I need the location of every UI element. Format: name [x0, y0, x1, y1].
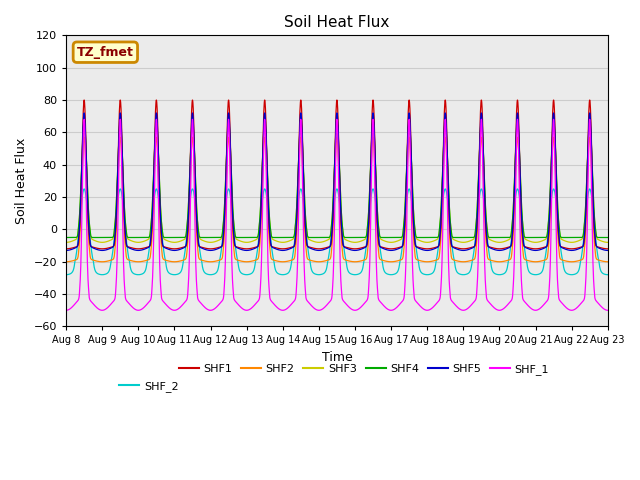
SHF5 [128, 246, 136, 252]
X-axis label: Time: Time [321, 351, 352, 364]
SHF2 [324, 257, 332, 263]
SHF1 [120, 200, 127, 205]
SHF_1 [324, 301, 332, 307]
SHF4 [604, 235, 612, 240]
SHF5 [481, 199, 489, 205]
SHF4 [244, 235, 252, 240]
Line: SHF_1: SHF_1 [66, 120, 608, 310]
Line: SHF_2: SHF_2 [66, 189, 608, 275]
SHF5 [62, 248, 70, 253]
Legend: SHF_2: SHF_2 [115, 377, 183, 396]
SHF_1 [120, 264, 127, 270]
SHF5 [324, 245, 332, 251]
Title: Soil Heat Flux: Soil Heat Flux [284, 15, 390, 30]
SHF_2 [244, 272, 252, 277]
SHF_2 [324, 260, 332, 265]
SHF2 [62, 259, 70, 264]
SHF_2 [120, 207, 127, 213]
SHF4 [481, 193, 489, 199]
SHF1 [244, 246, 252, 252]
SHF_1 [438, 271, 445, 277]
SHF_1 [62, 307, 70, 313]
SHF3 [128, 238, 136, 244]
SHF2 [604, 259, 612, 264]
SHF4 [128, 235, 136, 240]
SHF5 [120, 196, 127, 202]
SHF1 [62, 246, 70, 252]
SHF_1 [128, 303, 136, 309]
SHF_2 [128, 268, 136, 274]
SHF5 [604, 248, 612, 253]
Line: SHF5: SHF5 [66, 113, 608, 251]
SHF2 [481, 216, 489, 222]
SHF2 [244, 259, 252, 264]
SHF2 [438, 219, 445, 225]
Line: SHF2: SHF2 [66, 137, 608, 262]
SHF_2 [604, 272, 612, 277]
SHF_1 [604, 307, 612, 313]
SHF1 [324, 244, 332, 250]
SHF4 [324, 235, 332, 240]
SHF3 [80, 121, 88, 127]
SHF_2 [438, 210, 445, 216]
SHF_1 [244, 307, 252, 313]
Y-axis label: Soil Heat Flux: Soil Heat Flux [15, 138, 28, 224]
SHF_1 [80, 117, 88, 122]
SHF_2 [80, 186, 88, 192]
SHF1 [80, 97, 88, 103]
SHF_2 [62, 272, 70, 277]
SHF2 [128, 258, 136, 264]
SHF4 [62, 235, 70, 240]
SHF3 [438, 194, 445, 200]
SHF2 [80, 134, 88, 140]
SHF3 [120, 189, 127, 194]
SHF_1 [481, 268, 489, 274]
Line: SHF3: SHF3 [66, 124, 608, 242]
SHF1 [128, 245, 136, 251]
SHF1 [438, 207, 445, 213]
Line: SHF4: SHF4 [66, 121, 608, 238]
SHF4 [80, 118, 88, 124]
SHF5 [80, 110, 88, 116]
SHF4 [63, 235, 70, 240]
SHF4 [120, 190, 127, 196]
SHF3 [62, 240, 70, 245]
SHF2 [120, 213, 127, 218]
SHF4 [438, 190, 445, 196]
SHF3 [481, 192, 489, 197]
SHF5 [438, 203, 445, 208]
SHF_2 [481, 209, 489, 215]
SHF3 [244, 240, 252, 245]
SHF3 [324, 237, 332, 243]
SHF3 [604, 240, 612, 245]
SHF1 [481, 204, 489, 209]
Line: SHF1: SHF1 [66, 100, 608, 249]
Text: TZ_fmet: TZ_fmet [77, 46, 134, 59]
SHF5 [244, 248, 252, 253]
SHF1 [604, 246, 612, 252]
